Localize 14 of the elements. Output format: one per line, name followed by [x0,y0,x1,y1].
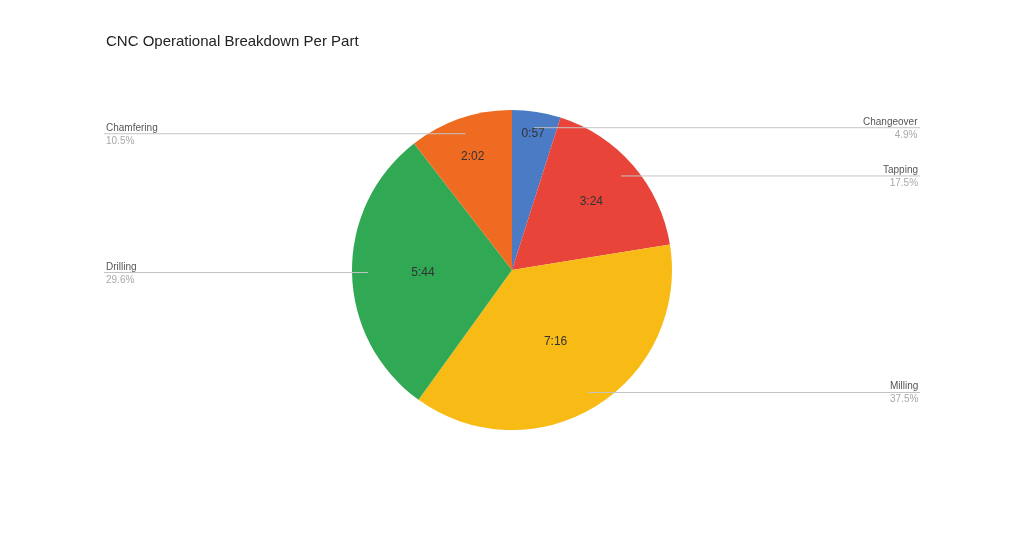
slice-label: Milling 37.5% [890,380,919,404]
slice-label: Changeover 4.9% [863,116,919,140]
slice-label: Chamfering 10.5% [106,122,158,146]
chart-title: CNC Operational Breakdown Per Part [106,32,360,49]
slice-label: Tapping 17.5% [883,164,919,188]
data-label: 5:44 [411,264,436,279]
data-label: 2:02 [461,148,485,163]
data-label: 0:57 [521,125,546,140]
pie-slice [512,110,561,270]
pie-slice [512,117,670,270]
pie-slice [352,143,512,400]
slice-label: Drilling 29.6% [106,261,137,285]
data-label: 3:24 [579,194,604,209]
data-label: 7:16 [543,333,568,348]
